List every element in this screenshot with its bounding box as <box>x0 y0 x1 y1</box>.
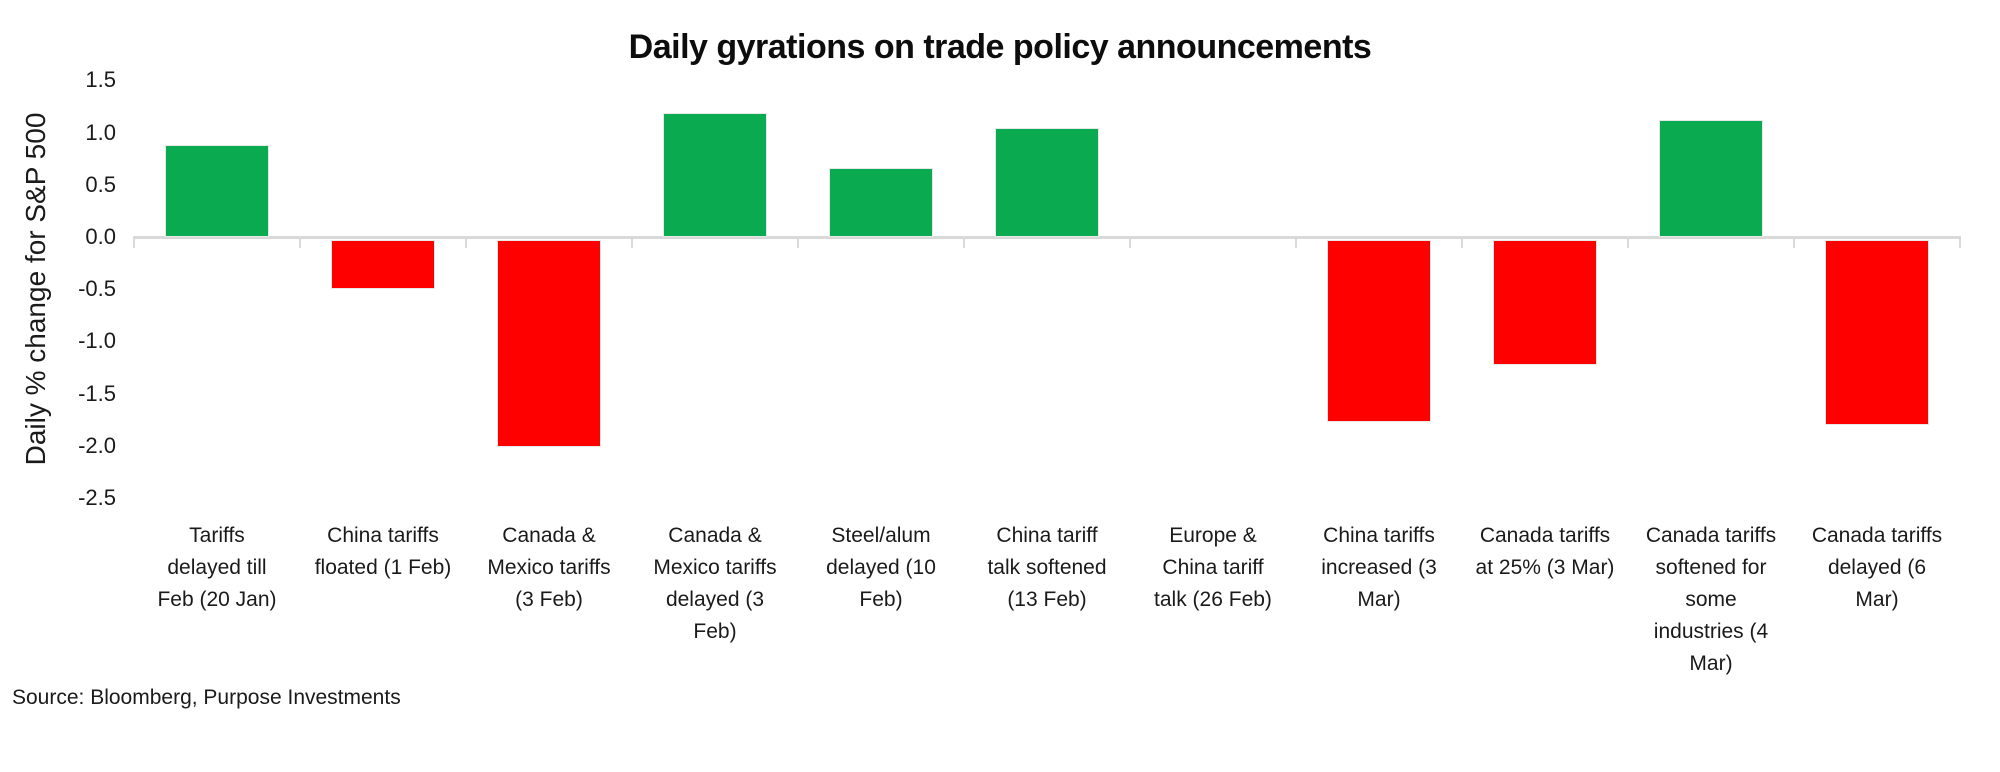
x-category-label: Canada tariffs softened for some industr… <box>1645 524 1777 675</box>
x-tick-mark <box>1129 236 1131 248</box>
bar <box>829 168 933 237</box>
x-category-label: Steel/alum delayed (10 Feb) <box>826 524 936 611</box>
x-category-label: Canada tariffs delayed (6 Mar) <box>1811 524 1943 611</box>
x-tick-mark <box>1461 236 1463 248</box>
x-tick-mark <box>299 236 301 248</box>
x-axis-line <box>134 236 1960 239</box>
x-category-label: Tariffs delayed till Feb (20 Jan) <box>157 524 277 611</box>
x-tick-mark <box>1959 236 1961 248</box>
x-tick-mark <box>1295 236 1297 248</box>
x-category-label: Europe & China tariff talk (26 Feb) <box>1154 524 1272 611</box>
y-tick-label: -1.5 <box>78 380 116 406</box>
y-tick-label: 0.5 <box>85 171 116 197</box>
bar <box>995 128 1099 237</box>
bar <box>1659 120 1763 237</box>
x-tick-mark <box>631 236 633 248</box>
y-tick-label: -2.0 <box>78 432 116 458</box>
bar <box>1327 240 1431 422</box>
x-category-label: China tariffs increased (3 Mar) <box>1321 524 1437 611</box>
x-category-label: China tariff talk softened (13 Feb) <box>987 524 1107 611</box>
y-tick-label: 1.5 <box>85 67 116 93</box>
y-tick-label: -0.5 <box>78 276 116 302</box>
x-tick-mark <box>1627 236 1629 248</box>
x-tick-mark <box>133 236 135 248</box>
x-tick-mark <box>465 236 467 248</box>
x-category-label: Canada & Mexico tariffs delayed (3 Feb) <box>653 524 777 643</box>
y-tick-label: 1.0 <box>85 119 116 145</box>
bar <box>497 240 601 447</box>
x-category-label: Canada & Mexico tariffs (3 Feb) <box>487 524 611 611</box>
chart-title: Daily gyrations on trade policy announce… <box>628 28 1372 66</box>
x-tick-mark <box>963 236 965 248</box>
y-tick-label: -2.5 <box>78 485 116 510</box>
bar <box>165 145 269 237</box>
x-tick-mark <box>797 236 799 248</box>
bar <box>1493 240 1597 366</box>
source-note: Source: Bloomberg, Purpose Investments <box>12 686 401 709</box>
bar <box>1825 240 1929 425</box>
bar <box>331 240 435 290</box>
y-tick-label: 0.0 <box>85 224 116 249</box>
x-category-label: China tariffs floated (1 Feb) <box>314 524 452 579</box>
x-category-label: Canada tariffs at 25% (3 Mar) <box>1475 524 1615 579</box>
x-tick-mark <box>1793 236 1795 248</box>
bar <box>663 112 767 237</box>
y-tick-label: -1.0 <box>78 328 116 354</box>
